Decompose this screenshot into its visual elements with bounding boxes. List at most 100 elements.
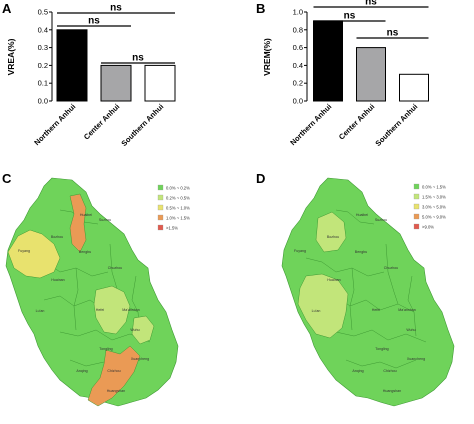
legend-swatch	[413, 213, 420, 220]
legend-swatch	[157, 204, 164, 211]
legend-label: 0.2% ~ 0.5%	[166, 195, 190, 200]
legend-label: 5.0% ~ 9.0%	[422, 214, 446, 219]
city-label: Anqing	[76, 369, 87, 373]
y-tick-label: 0.3	[38, 43, 48, 52]
city-label: Hefei	[372, 308, 381, 312]
city-label: Huainan	[51, 278, 64, 282]
bar	[56, 29, 88, 102]
bar	[356, 47, 386, 102]
legend-label: >9.0%	[422, 224, 434, 229]
city-label: Chizhou	[383, 369, 396, 373]
legend-label: 0.5% ~ 1.0%	[166, 205, 190, 210]
y-tick-label: 0.0	[293, 97, 303, 106]
legend-swatch	[413, 183, 420, 190]
x-category-label: Southern Anhui	[119, 102, 165, 148]
district-bozhou-highlight	[315, 211, 347, 253]
legend-label: 0.0% ~ 1.5%	[422, 184, 446, 189]
city-label: Bozhou	[327, 235, 339, 239]
city-label: Huangshan	[107, 389, 125, 393]
x-category-label: Center Anhui	[82, 102, 121, 141]
district-borders	[305, 209, 427, 369]
legend-swatch	[157, 184, 164, 191]
city-label: Bozhou	[51, 235, 63, 239]
significance-label: ns	[387, 28, 399, 39]
map-anhui-vrea: Huaibei Suzhou Bozhou Fuyang Bengbu Huainan Ch…	[5, 177, 179, 407]
city-label: Huaibei	[80, 213, 92, 217]
map-legend-vrea: 0.0% ~ 0.2% 0.2% ~ 0.5% 0.5% ~ 1.0% 1.0% ~ …	[157, 184, 190, 231]
city-label: Xuancheng	[407, 357, 425, 361]
legend-label: >1.5%	[166, 225, 178, 230]
y-tick-label: 0.4	[38, 25, 48, 34]
significance-label: ns	[88, 16, 100, 27]
bar-chart-vrea: VREA(%) 0.0 0.1 0.2 0.3 0.4 0.5 Northern Anhui…	[6, 3, 176, 148]
city-label: Huaibei	[356, 213, 368, 217]
city-labels: Huaibei Suzhou Bozhou Fuyang Bengbu Huainan Ch…	[18, 213, 149, 393]
y-tick-label: 0.1	[38, 79, 48, 88]
city-label: Bengbu	[79, 250, 91, 254]
significance-label: ns	[365, 0, 377, 8]
significance-label: ns	[110, 3, 122, 14]
bar	[399, 73, 429, 102]
x-category-label: Northern Anhui	[288, 102, 333, 147]
y-axis-title-vrea: VREA(%)	[6, 38, 16, 75]
city-label: Suzhou	[99, 218, 111, 222]
city-labels: Huaibei Suzhou Bozhou Fuyang Bengbu Huainan Ch…	[294, 213, 425, 393]
city-label: Bengbu	[355, 250, 367, 254]
city-label: Chizhou	[107, 369, 120, 373]
legend-swatch	[157, 214, 164, 221]
bar	[100, 64, 132, 102]
city-label: Wuhu	[130, 328, 139, 332]
district-anqing-highlight	[87, 345, 141, 407]
city-label: Fuyang	[18, 249, 30, 253]
city-label: Ma'anshan	[122, 308, 139, 312]
panel-letter-b: B	[256, 1, 265, 16]
city-label: Chuzhou	[384, 266, 398, 270]
city-label: Anqing	[352, 369, 363, 373]
legend-swatch	[413, 193, 420, 200]
city-label: Hefei	[96, 308, 105, 312]
y-tick-label: 0.0	[38, 97, 48, 106]
y-axis-title-vrem: VREM(%)	[262, 38, 272, 76]
y-tick-label: 0.2	[38, 61, 48, 70]
city-label: Fuyang	[294, 249, 306, 253]
city-label: Ma'anshan	[398, 308, 415, 312]
bar	[144, 64, 176, 102]
district-wuhu-highlight	[131, 315, 155, 345]
city-label: Wuhu	[406, 328, 415, 332]
district-huaibei-highlight	[69, 193, 87, 253]
legend-label: 3.0% ~ 5.0%	[422, 204, 446, 209]
legend-label: 1.5% ~ 3.0%	[422, 194, 446, 199]
city-label: Tongling	[375, 347, 388, 351]
y-tick-label: 0.4	[293, 61, 303, 70]
bar-chart-vrem: VREM(%) 0.0 0.2 0.4 0.6 0.8 1.0 Northern Anhui…	[262, 0, 429, 148]
legend-swatch	[157, 224, 164, 231]
x-category-label: Center Anhui	[337, 102, 376, 141]
district-hefei-highlight	[93, 285, 131, 335]
legend-swatch	[413, 223, 420, 230]
panel-letter-a: A	[2, 1, 12, 16]
significance-label: ns	[344, 11, 356, 22]
bar	[313, 20, 343, 102]
legend-swatch	[413, 203, 420, 210]
district-fuyang-highlight	[7, 229, 61, 279]
significance-label: ns	[132, 53, 144, 64]
y-tick-label: 0.5	[38, 8, 48, 17]
legend-swatch	[157, 194, 164, 201]
legend-label: 0.0% ~ 0.2%	[166, 185, 190, 190]
city-label: Huangshan	[383, 389, 401, 393]
city-label: Lu'an	[36, 309, 45, 313]
city-label: Huainan	[327, 278, 340, 282]
y-tick-label: 0.6	[293, 43, 303, 52]
x-category-label: Southern Anhui	[373, 102, 419, 148]
legend-label: 1.0% ~ 1.5%	[166, 215, 190, 220]
x-category-label: Northern Anhui	[32, 102, 77, 147]
city-label: Suzhou	[375, 218, 387, 222]
city-label: Xuancheng	[131, 357, 149, 361]
y-tick-label: 0.8	[293, 25, 303, 34]
city-label: Lu'an	[312, 309, 321, 313]
y-tick-label: 1.0	[293, 8, 303, 17]
city-label: Tongling	[99, 347, 112, 351]
map-legend-vrem: 0.0% ~ 1.5% 1.5% ~ 3.0% 3.0% ~ 5.0% 5.0% ~ …	[413, 183, 446, 230]
panel-letter-c: C	[2, 171, 12, 186]
